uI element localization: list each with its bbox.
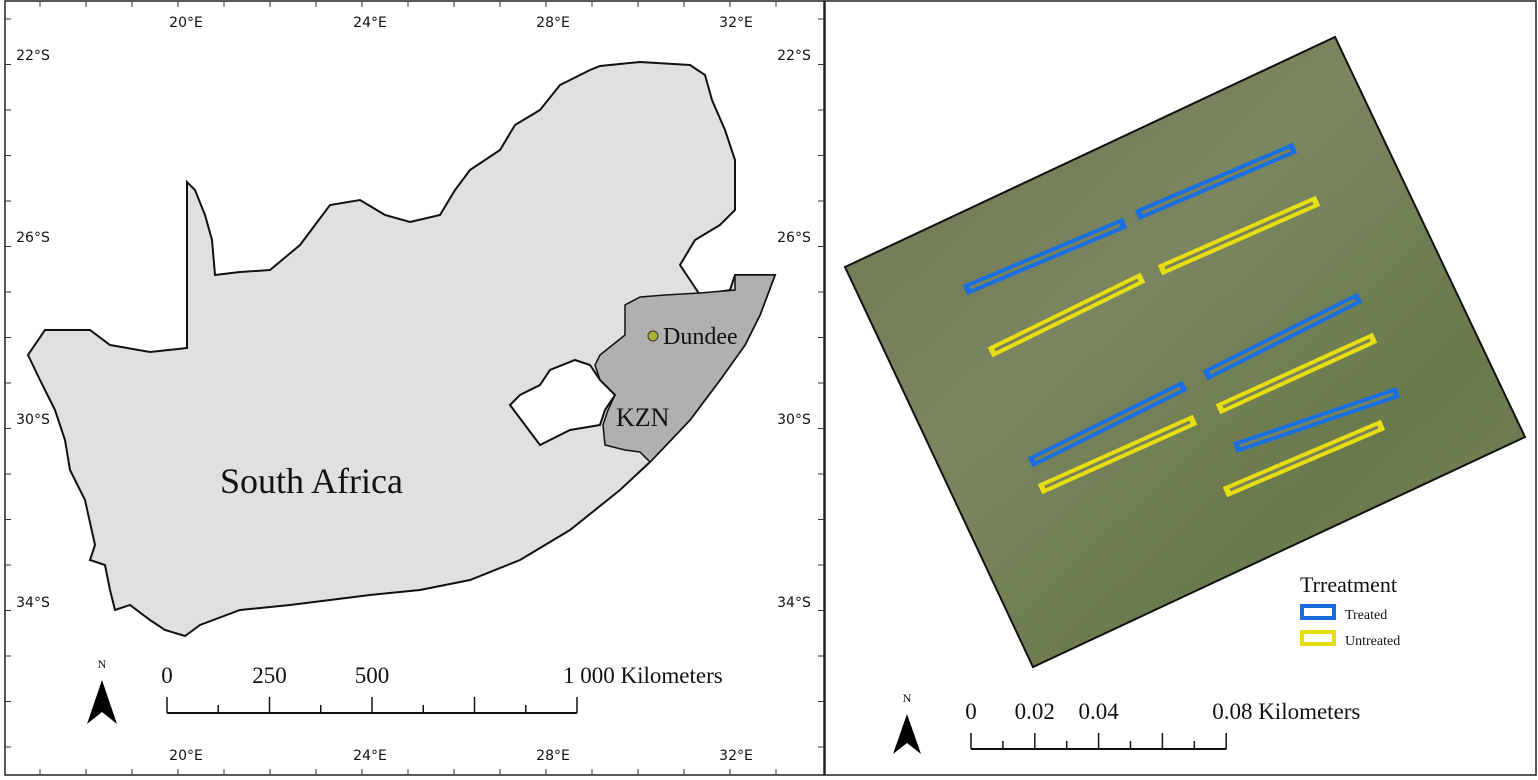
north-label: N (98, 657, 107, 671)
plot-inner (969, 223, 1121, 290)
lat-label: 30°S (16, 412, 50, 428)
scale-label: 0.08 Kilometers (1212, 699, 1360, 724)
lon-label: 28°E (536, 748, 570, 764)
kzn (594, 274, 777, 464)
town-label: Dundee (663, 324, 738, 350)
lat-label: 26°S (16, 230, 50, 246)
lon-label: 32°E (719, 748, 753, 764)
plot-inner (994, 278, 1139, 352)
arrow (87, 680, 117, 724)
legend-label: Untreated (1345, 634, 1400, 649)
ticks: 20°E 20°E 24°E 24°E 28°E 28°E 32°E 32°E 22°S 22°S… (5, 1, 824, 775)
lon-label: 24°E (353, 748, 387, 764)
scale-bar: 0 250 500 1 000 Kilometers (161, 663, 723, 714)
scale-label: 0.02 (1015, 699, 1055, 724)
north-arrow: N (87, 657, 117, 724)
left-panel: Dundee KZN South Africa 20°E 20°E 24°E 24°E… (4, 0, 825, 776)
plot-inner (1044, 420, 1191, 489)
scale-label: 1 000 Kilometers (563, 663, 723, 688)
province-label: KZN (616, 403, 670, 432)
plot-inner (1229, 425, 1379, 492)
plot-inner (1141, 148, 1291, 215)
scale-label: 500 (355, 663, 390, 688)
legend-label: Treated (1345, 608, 1387, 623)
scale-label: 0 (965, 699, 977, 724)
lesotho (508, 358, 617, 447)
lon-label: 20°E (169, 748, 203, 764)
aerial-image (843, 35, 1527, 669)
lon-label: 32°E (719, 15, 753, 31)
legend-swatch (1300, 630, 1336, 646)
plot-inner (1164, 201, 1314, 270)
lon-label: 20°E (169, 15, 203, 31)
scale-bar: 0 0.02 0.04 0.08 Kilometers (965, 699, 1360, 750)
lat-label: 30°S (777, 412, 811, 428)
lat-label: 26°S (777, 230, 811, 246)
arrow (893, 714, 921, 754)
plot-inner (1209, 298, 1356, 375)
plot-inner (1034, 386, 1181, 462)
country-label: South Africa (220, 461, 403, 501)
plot-inner (1239, 392, 1394, 448)
lat-label: 34°S (777, 595, 811, 611)
scale-label: 250 (252, 663, 287, 688)
dundee-point (647, 330, 659, 342)
north-label: N (903, 691, 912, 705)
north-arrow: N (893, 691, 921, 754)
lat-label: 34°S (16, 595, 50, 611)
legend-swatch (1300, 604, 1336, 620)
plot-inner (1222, 338, 1371, 409)
lat-label: 22°S (16, 48, 50, 64)
lon-label: 24°E (353, 15, 387, 31)
lat-label: 22°S (777, 48, 811, 64)
scale-label: 0.04 (1078, 699, 1119, 724)
legend-title: Trreatment (1300, 572, 1397, 597)
right-panel: Trreatment Treated Untreated N 0 0.02 0.04… (824, 0, 1537, 776)
plots (962, 142, 1400, 498)
scale-label: 0 (161, 663, 173, 688)
lon-label: 28°E (536, 15, 570, 31)
